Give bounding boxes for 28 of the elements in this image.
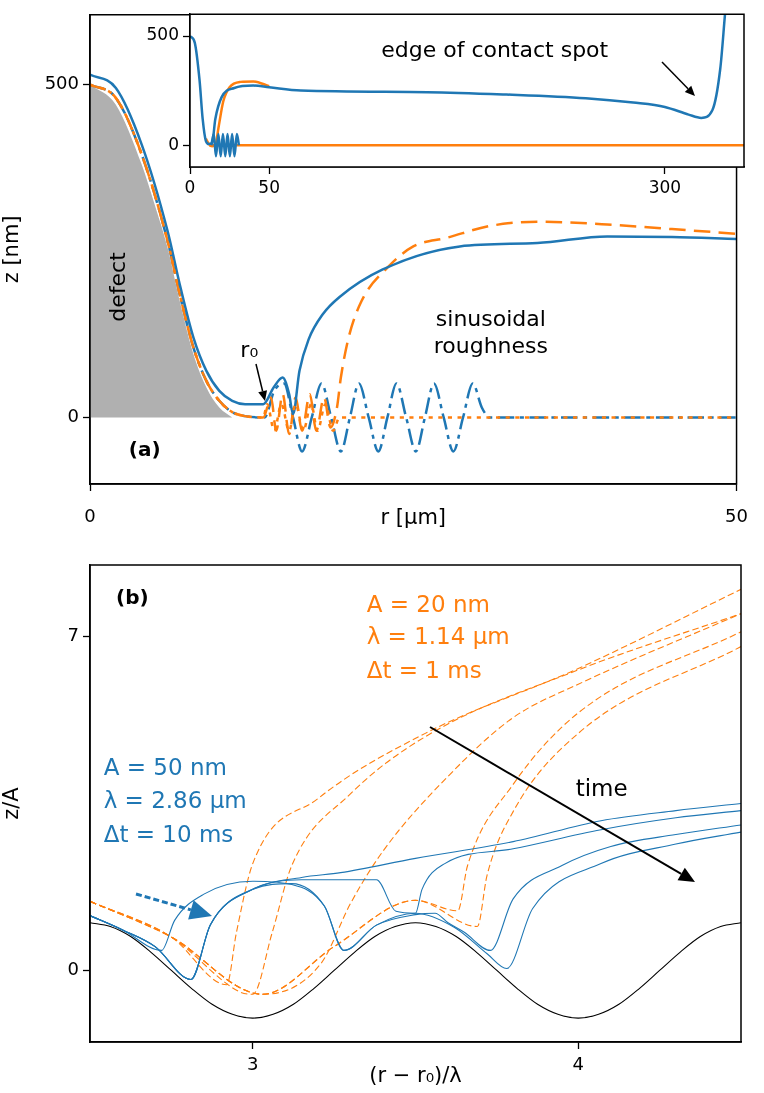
x-tick-label: 50 <box>725 505 748 527</box>
annotation: defect <box>104 251 130 322</box>
annotation: time <box>575 775 628 802</box>
annotation: r₀ <box>240 336 259 362</box>
annotation: A = 50 nm <box>103 754 227 781</box>
x-axis-title: (r − r₀)/λ <box>369 1062 462 1087</box>
x-tick-label: 0 <box>184 176 196 197</box>
x-tick-label: 3 <box>247 1053 259 1075</box>
y-tick-label: 0 <box>67 405 79 427</box>
annotation: Δt = 1 ms <box>366 656 482 683</box>
annotation: A = 20 nm <box>366 590 490 617</box>
y-axis-title: z [nm] <box>0 215 24 284</box>
annotation: sinusoidal roughness <box>433 306 548 358</box>
annotation: λ = 2.86 µm <box>103 787 247 814</box>
y-tick-label: 500 <box>44 72 79 94</box>
y-tick-label: 500 <box>146 24 179 45</box>
annotation: (b) <box>116 584 149 609</box>
y-axis-title: z/A <box>0 786 24 820</box>
annotation: (a) <box>128 437 161 462</box>
annotation: edge of contact spot <box>381 36 609 62</box>
y-tick-label: 0 <box>67 958 79 980</box>
y-tick-label: 7 <box>67 624 79 646</box>
annotation: Δt = 10 ms <box>103 820 234 847</box>
x-tick-label: 50 <box>258 176 280 197</box>
x-tick-label: 4 <box>572 1053 584 1075</box>
x-axis-title: r [µm] <box>380 504 447 529</box>
x-tick-label: 300 <box>648 176 682 197</box>
annotation: λ = 1.14 µm <box>366 622 510 649</box>
